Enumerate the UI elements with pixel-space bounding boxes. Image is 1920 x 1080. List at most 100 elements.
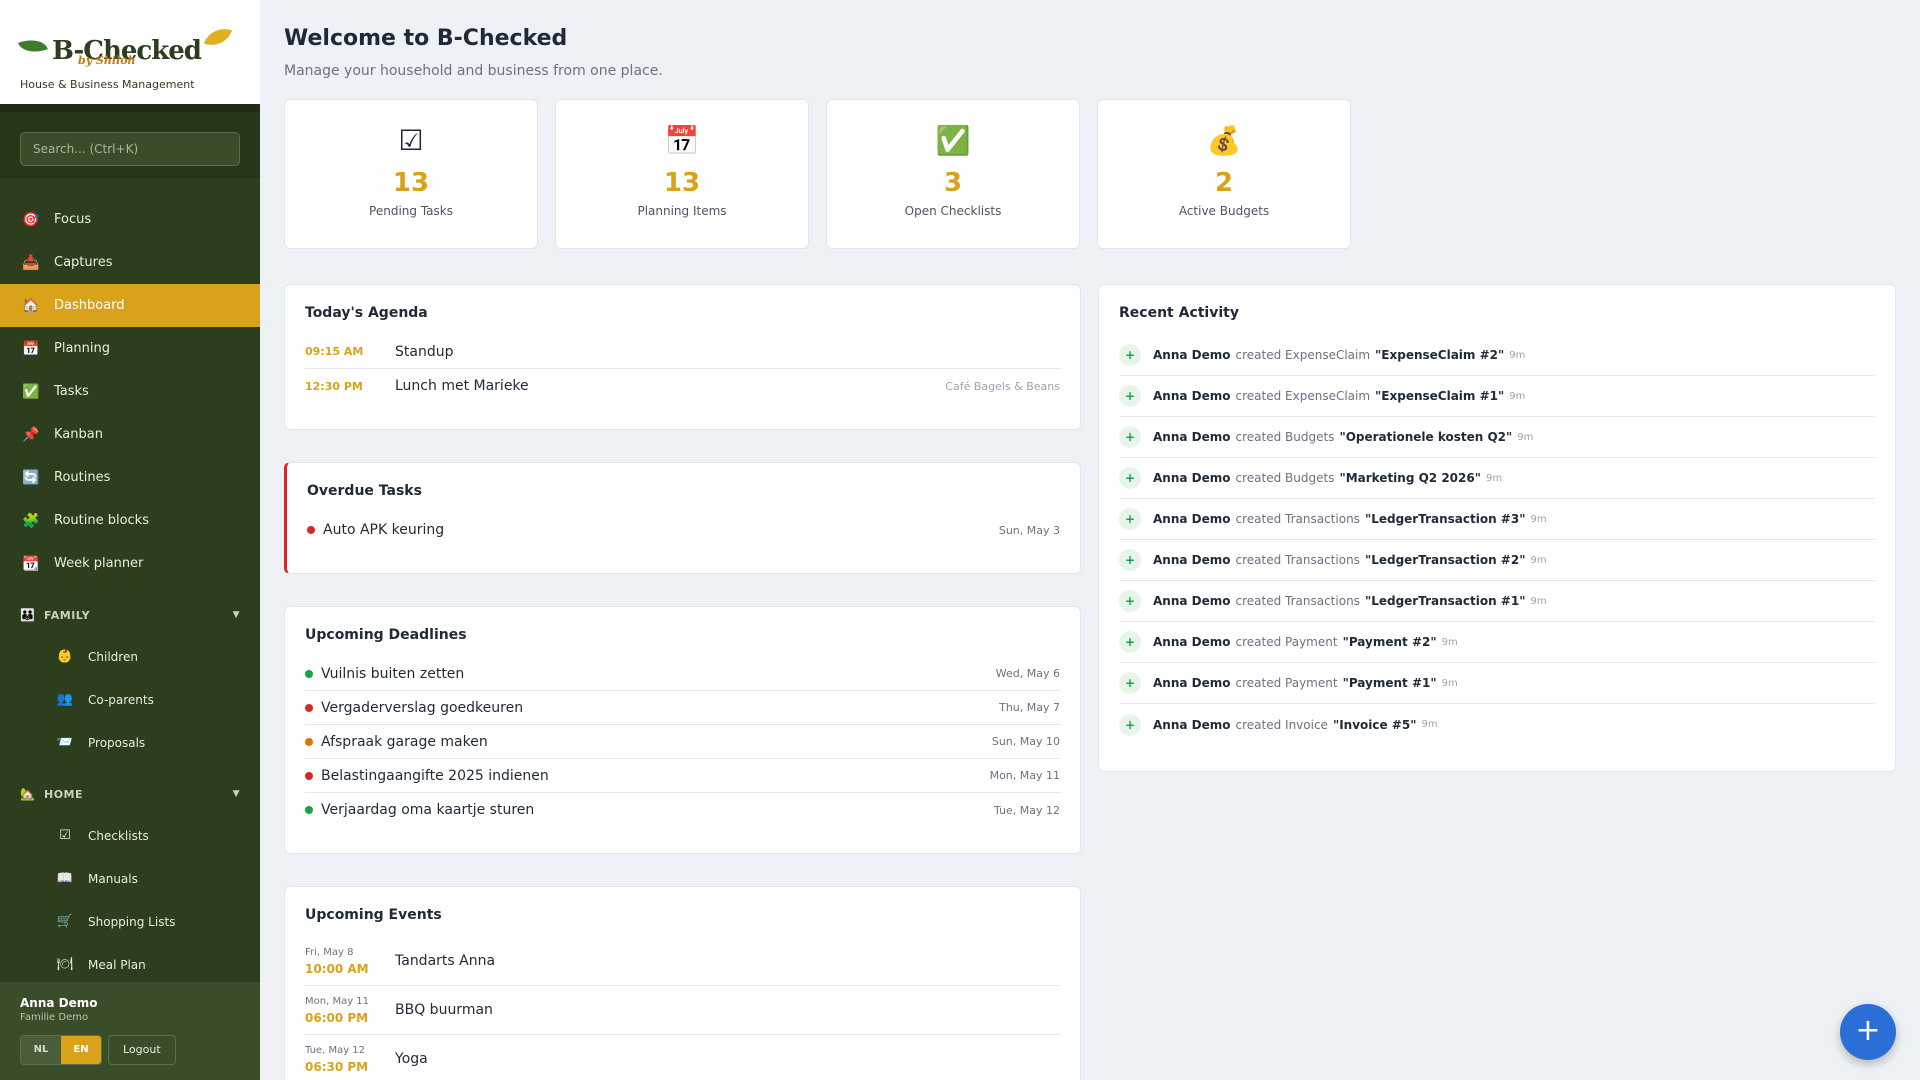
status-dot xyxy=(305,737,313,746)
brand-logo[interactable]: B-Checked by Shiloh xyxy=(18,20,240,67)
baby-icon: 👶 xyxy=(56,649,74,664)
page-subtitle: Manage your household and business from … xyxy=(284,63,663,79)
activity-row[interactable]: + Anna Demo created Payment "Payment #2" 9m xyxy=(1119,622,1875,663)
event-row[interactable]: Mon, May 11 06:00 PM BBQ buurman xyxy=(305,986,1060,1035)
activity-row[interactable]: + Anna Demo created Budgets "Marketing Q2 2… xyxy=(1119,458,1875,499)
agenda-item[interactable]: 12:30 PM Lunch met Marieke Café Bagels &… xyxy=(305,369,1060,403)
nav: 🎯 Focus 📥 Captures 🏠 Dashboard 📅 Planning ✅ T… xyxy=(0,178,260,982)
nav-item-routines[interactable]: 🔄 Routines xyxy=(0,456,260,499)
card-title: Upcoming Events xyxy=(305,907,442,923)
lang-en-button[interactable]: EN xyxy=(61,1036,101,1064)
event-row[interactable]: Fri, May 8 10:00 AM Tandarts Anna xyxy=(305,937,1060,986)
home-icon: 🏠 xyxy=(22,297,40,314)
activity-object: "LedgerTransaction #3" xyxy=(1364,512,1526,526)
activity-verb: created Transactions xyxy=(1235,512,1360,526)
nav-item-focus[interactable]: 🎯 Focus xyxy=(0,198,260,241)
agenda-location: Café Bagels & Beans xyxy=(945,379,1060,393)
main: Welcome to B-Checked Manage your househo… xyxy=(260,0,1920,1080)
activity-time: 9m xyxy=(1509,390,1526,402)
lang-nl-button[interactable]: NL xyxy=(21,1036,61,1064)
sidebar-item-meal-plan[interactable]: 🍽 Meal Plan xyxy=(0,943,260,982)
event-date: Mon, May 11 xyxy=(305,995,370,1007)
money-bag-icon: 💰 xyxy=(1206,124,1242,157)
stat-label: Pending Tasks xyxy=(369,204,453,218)
calendar-icon: 📅 xyxy=(22,340,40,357)
agenda-item[interactable]: 09:15 AM Standup xyxy=(305,335,1060,369)
deadline-row[interactable]: Afspraak garage maken Sun, May 10 xyxy=(305,725,1060,759)
sidebar-item-co-parents[interactable]: 👥 Co-parents xyxy=(0,678,260,721)
activity-row[interactable]: + Anna Demo created ExpenseClaim "ExpenseCl… xyxy=(1119,376,1875,417)
deadline-row[interactable]: Belastingaangifte 2025 indienen Mon, May… xyxy=(305,759,1060,793)
plus-icon: + xyxy=(1119,590,1141,612)
stat-label: Open Checklists xyxy=(904,204,1002,218)
plus-icon: + xyxy=(1119,631,1141,653)
activity-row[interactable]: + Anna Demo created Transactions "LedgerTra… xyxy=(1119,499,1875,540)
search-input[interactable] xyxy=(20,132,240,166)
stat-card-pending-tasks[interactable]: ☑ 13 Pending Tasks xyxy=(284,99,538,249)
sidebar-item-checklists[interactable]: ☑ Checklists xyxy=(0,814,260,857)
upcoming-events-card: Upcoming Events Fri, May 8 10:00 AM Tand… xyxy=(284,886,1081,1080)
activity-verb: created Budgets xyxy=(1235,430,1335,444)
deadline-date: Tue, May 12 xyxy=(993,803,1060,817)
activity-time: 9m xyxy=(1530,554,1547,566)
activity-row[interactable]: + Anna Demo created Invoice "Invoice #5" 9m xyxy=(1119,704,1875,745)
activity-row[interactable]: + Anna Demo created Transactions "LedgerTra… xyxy=(1119,540,1875,581)
activity-user: Anna Demo xyxy=(1153,553,1231,567)
section-home[interactable]: 🏡 HOME ▼ xyxy=(0,774,260,814)
book-icon: 📖 xyxy=(56,871,74,886)
nav-item-routine-blocks[interactable]: 🧩 Routine blocks xyxy=(0,499,260,542)
activity-row[interactable]: + Anna Demo created ExpenseClaim "ExpenseCl… xyxy=(1119,335,1875,376)
nav-item-tasks[interactable]: ✅ Tasks xyxy=(0,370,260,413)
deadline-row[interactable]: Verjaardag oma kaartje sturen Tue, May 1… xyxy=(305,793,1060,827)
stat-value: 3 xyxy=(943,168,963,198)
deadline-name: Afspraak garage maken xyxy=(321,733,488,750)
nav-item-week-planner[interactable]: 📆 Week planner xyxy=(0,542,260,585)
activity-verb: created Transactions xyxy=(1235,594,1360,608)
event-date: Tue, May 12 xyxy=(305,1044,366,1056)
deadline-name: Vergaderverslag goedkeuren xyxy=(321,699,524,716)
activity-row[interactable]: + Anna Demo created Budgets "Operationele k… xyxy=(1119,417,1875,458)
section-label: HOME xyxy=(44,787,84,801)
house-icon: 🏡 xyxy=(20,787,36,801)
sidebar-item-label: Shopping Lists xyxy=(88,914,176,929)
nav-item-captures[interactable]: 📥 Captures xyxy=(0,241,260,284)
event-name: BBQ buurman xyxy=(395,1002,493,1018)
sidebar-item-shopping-lists[interactable]: 🛒 Shopping Lists xyxy=(0,900,260,943)
nav-item-planning[interactable]: 📅 Planning xyxy=(0,327,260,370)
stats-row: ☑ 13 Pending Tasks 📅 13 Planning Items ✅… xyxy=(284,99,1896,249)
stat-card-active-budgets[interactable]: 💰 2 Active Budgets xyxy=(1097,99,1351,249)
event-name: Tandarts Anna xyxy=(395,953,496,969)
section-family[interactable]: 👪 FAMILY ▼ xyxy=(0,595,260,635)
status-dot xyxy=(305,703,313,712)
deadline-row[interactable]: Vuilnis buiten zetten Wed, May 6 xyxy=(305,657,1060,691)
logout-button[interactable]: Logout xyxy=(108,1035,176,1065)
brand: B-Checked by Shiloh House & Business Man… xyxy=(0,0,260,112)
stat-card-planning-items[interactable]: 📅 13 Planning Items xyxy=(555,99,809,249)
checkbox-icon: ☑ xyxy=(59,828,71,843)
activity-time: 9m xyxy=(1509,349,1526,361)
nav-item-kanban[interactable]: 📌 Kanban xyxy=(0,413,260,456)
event-date: Fri, May 8 xyxy=(305,946,354,958)
sidebar-item-children[interactable]: 👶 Children xyxy=(0,635,260,678)
section-label: FAMILY xyxy=(44,608,91,622)
user-org: Familie Demo xyxy=(20,1012,89,1023)
stat-value: 2 xyxy=(1214,168,1234,198)
stat-card-open-checklists[interactable]: ✅ 3 Open Checklists xyxy=(826,99,1080,249)
sidebar-item-manuals[interactable]: 📖 Manuals xyxy=(0,857,260,900)
event-row[interactable]: Tue, May 12 06:30 PM Yoga xyxy=(305,1035,1060,1080)
agenda-name: Lunch met Marieke xyxy=(395,378,529,394)
activity-object: "LedgerTransaction #1" xyxy=(1364,594,1526,608)
task-row[interactable]: Auto APK keuring Sun, May 3 xyxy=(307,513,1060,547)
activity-row[interactable]: + Anna Demo created Transactions "LedgerTra… xyxy=(1119,581,1875,622)
sidebar-item-proposals[interactable]: 📨 Proposals xyxy=(0,721,260,764)
task-name: Auto APK keuring xyxy=(323,522,445,538)
activity-row[interactable]: + Anna Demo created Payment "Payment #1" 9m xyxy=(1119,663,1875,704)
nav-item-dashboard[interactable]: 🏠 Dashboard xyxy=(0,284,260,327)
deadline-date: Wed, May 6 xyxy=(995,667,1060,680)
sidebar: B-Checked by Shiloh House & Business Man… xyxy=(0,0,260,1080)
deadline-row[interactable]: Vergaderverslag goedkeuren Thu, May 7 xyxy=(305,691,1060,725)
activity-verb: created Payment xyxy=(1235,676,1338,690)
check-icon: ✅ xyxy=(22,383,40,400)
activity-time: 9m xyxy=(1530,595,1547,607)
add-button[interactable]: + xyxy=(1840,1004,1896,1060)
